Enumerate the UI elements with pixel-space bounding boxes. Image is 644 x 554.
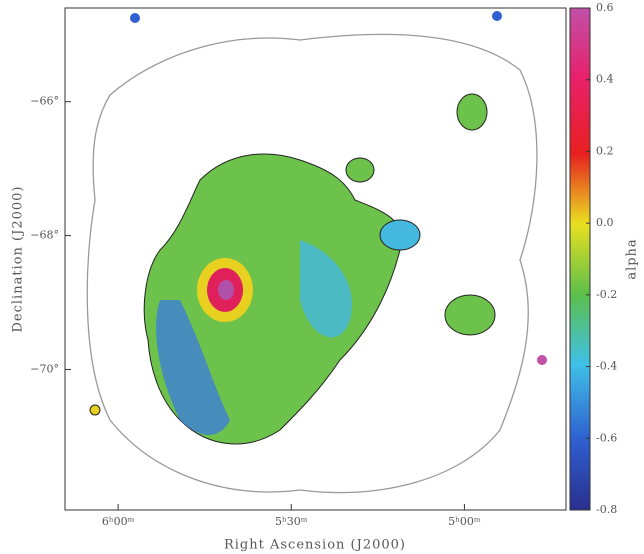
blob [90,405,100,415]
y-tick-label: −66° [30,95,59,108]
blob [130,13,140,23]
blob [492,11,502,21]
colorbar [570,8,590,510]
colorbar-tick-label: 0.4 [596,73,614,86]
colorbar-tick-label: -0.2 [596,288,617,301]
blob [537,355,547,365]
region-magenta [218,280,234,300]
colorbar-tick-label: -0.8 [596,503,617,516]
y-axis-label: Declination (J2000) [11,186,26,333]
figure: Right Ascension (J2000) Declination (J20… [0,0,644,554]
colorbar-tick-label: 0.2 [596,144,614,157]
colorbar-tick-label: -0.4 [596,360,617,373]
colorbar-label: alpha [625,238,640,279]
blob [380,220,420,250]
blob [346,158,374,182]
y-tick-label: −68° [30,229,59,242]
colorbar-tick-label: -0.6 [596,431,617,444]
colorbar-tick-label: 0.0 [596,216,614,229]
y-tick-label: −70° [30,362,59,375]
x-tick-label: 5ʰ00ᵐ [448,515,481,528]
x-tick-label: 5ʰ30ᵐ [275,515,308,528]
blob [457,94,487,130]
blob [445,295,495,335]
x-tick-label: 6ʰ00ᵐ [102,515,135,528]
x-axis-label: Right Ascension (J2000) [224,538,406,553]
colorbar-tick-label: 0.6 [596,1,614,14]
